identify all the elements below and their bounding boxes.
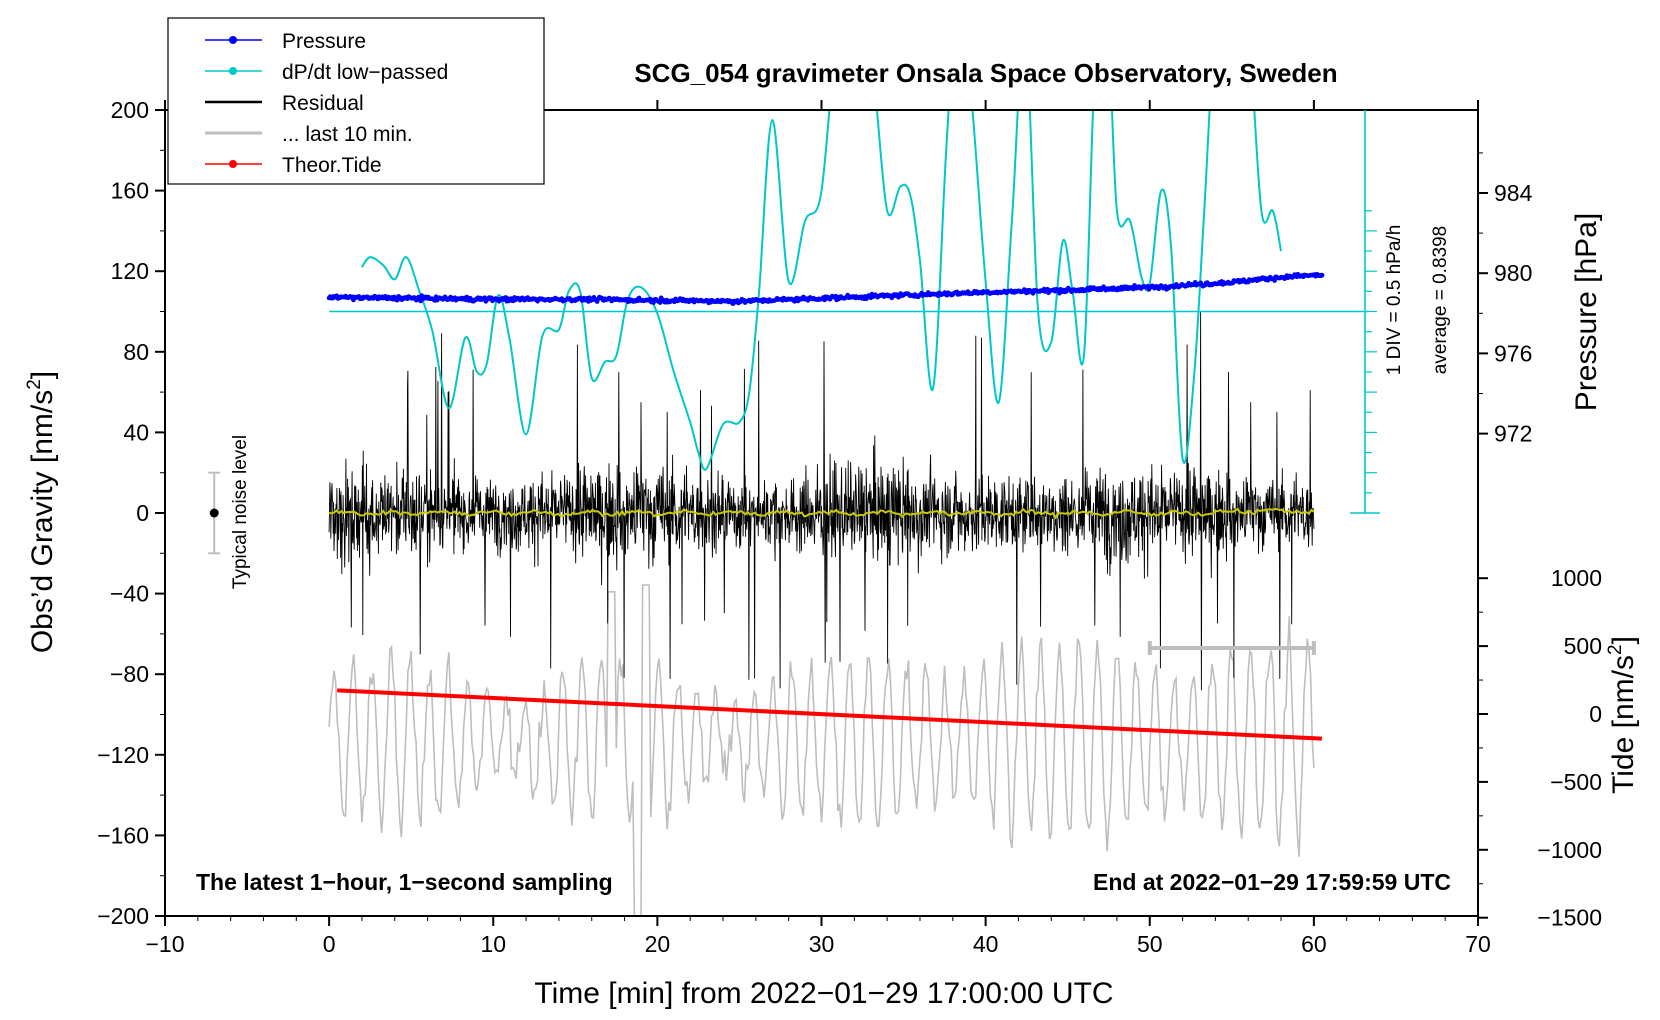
pressure-tick-label: 976 [1494,340,1532,366]
legend: Pressure dP/dt low−passed Residual ... last… [167,17,545,185]
legend-label: Theor.Tide [282,154,382,177]
dpdt-scale-label: 1 DIV = 0.5 hPa/h [1384,225,1405,376]
tide-tick-label: −500 [1550,769,1602,795]
x-tick-label: 70 [1465,931,1491,957]
series-theor-tide-line [337,688,1322,741]
y-tick-label: −120 [97,742,149,768]
legend-label: ... last 10 min. [282,123,413,146]
x-tick-label: −10 [145,931,184,957]
dpdt-average-label: average = 0.8398 [1430,226,1451,374]
x-tick-label: 20 [645,931,671,957]
y-tick-label: −160 [97,822,149,848]
y-tick-label: −200 [97,903,149,929]
axes: Typical noise level−10 0 10 20 30 40 50 60 70−20… [24,97,1640,957]
y-axis-label-main: Obs’d Gravity [nm/s [26,390,59,653]
tide-axis-label-main: Tide [nm/s [1607,655,1640,794]
legend-label: dP/dt low−passed [282,61,448,84]
legend-marker [229,67,237,75]
pressure-point [1319,272,1325,278]
y-tick-label: 120 [111,258,149,284]
chart-title: SCG_054 gravimeter Onsala Space Observat… [634,58,1337,88]
x-tick-label: 50 [1137,931,1163,957]
y-tick-label: −40 [110,581,149,607]
tide-axis-label-sup: 2 [1605,644,1626,655]
y-tick-label: −80 [110,661,149,687]
y-tick-label: 160 [111,178,149,204]
tide-tick-label: −1000 [1537,837,1602,863]
y-tick-label: 0 [136,500,149,526]
pressure-tick-label: 972 [1494,421,1532,447]
tide-tick-label: 500 [1564,633,1602,659]
y-tick-label: 80 [123,339,149,365]
series-residual-line [328,311,1315,691]
series-pressure [326,271,1325,307]
tide-axis-label: Tide [nm/s2] [1605,636,1640,794]
annotation-end-time: End at 2022−01−29 17:59:59 UTC [1093,869,1451,895]
series-residual-lowpass-line [328,507,1315,520]
pressure-tick-label: 984 [1494,180,1533,206]
x-tick-label: 30 [809,931,835,957]
pressure-tick-label: 980 [1494,260,1532,286]
pressure-axis-label: Pressure [hPa] [1570,213,1603,411]
x-axis-label: Time [min] from 2022−01−29 17:00:00 UTC [534,977,1113,1010]
x-tick-label: 60 [1301,931,1327,957]
x-tick-label: 0 [323,931,336,957]
pressure-point [1272,278,1277,283]
legend-label: Pressure [282,30,366,53]
y-axis-label: Obs’d Gravity [nm/s2] [24,371,59,653]
legend-marker [229,36,237,44]
noise-dot [209,508,219,518]
x-tick-label: 40 [973,931,999,957]
tide-tick-label: −1500 [1537,905,1602,931]
y-axis-label-end: ] [26,371,59,379]
noise-label: Typical noise level [230,435,251,589]
tide-tick-label: 1000 [1551,565,1602,591]
tide-tick-label: 0 [1589,701,1602,727]
y-tick-label: 40 [123,419,149,445]
x-tick-label: 10 [480,931,506,957]
series-last-10-min-line [328,584,1315,916]
plot-area [326,110,1325,916]
legend-marker [229,160,237,168]
tide-axis-label-end: ] [1607,636,1640,644]
labels: SCG_054 gravimeter Onsala Space Observat… [196,58,1451,1010]
y-axis-label-sup: 2 [24,379,45,390]
annotation-sampling: The latest 1−hour, 1−second sampling [196,869,613,895]
legend-label: Residual [282,92,364,115]
y-tick-label: 200 [111,97,149,123]
